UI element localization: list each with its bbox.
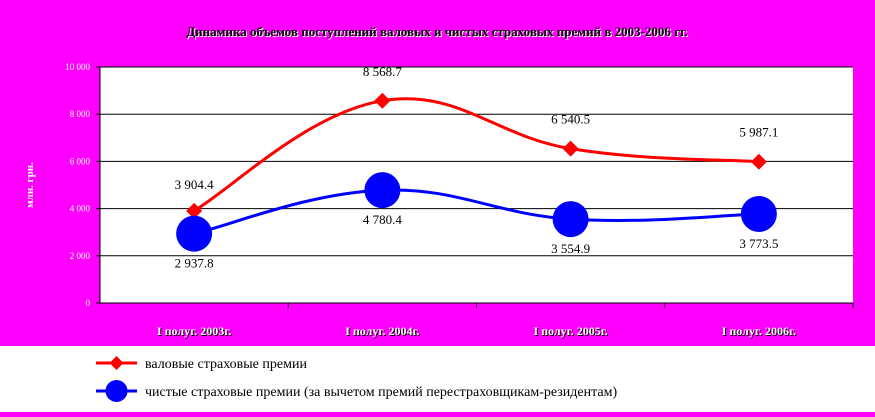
y-axis-ticks: 0 2 000 4 000 6 000 8 000 10 000 xyxy=(65,62,100,308)
x-tick-label-shadow: I полуг. 2004г. xyxy=(346,325,420,339)
plot-area xyxy=(100,67,853,303)
data-label: 8 568.7 xyxy=(363,64,403,79)
x-tick-label-shadow: I полуг. 2006г. xyxy=(723,325,797,339)
series-lines xyxy=(193,97,759,236)
data-label: 4 780.4 xyxy=(363,212,403,227)
chart-title: Динамика объемов поступлений валовых и ч… xyxy=(186,24,688,39)
y-tick-label: 4 000 xyxy=(70,204,91,214)
chart-title-shadow: Динамика объемов поступлений валовых и ч… xyxy=(187,25,689,40)
x-tick-label: I полуг. 2003г. xyxy=(157,324,231,338)
data-label: 2 937.8 xyxy=(175,256,214,271)
legend-marker-net xyxy=(105,380,128,402)
series-line-1 xyxy=(193,188,759,236)
legend-label-net: чистые страховые премии (за вычетом прем… xyxy=(145,385,617,400)
data-label: 6 540.5 xyxy=(551,112,590,127)
legend-box xyxy=(0,346,875,412)
data-label: 3 904.4 xyxy=(175,177,215,192)
x-tick-label: I полуг. 2004г. xyxy=(345,324,419,338)
y-tick-label: 0 xyxy=(86,298,91,308)
y-tick-label: 8 000 xyxy=(70,109,91,119)
legend-label-gross: валовые страховые премии xyxy=(145,357,307,372)
data-label: 3 554.9 xyxy=(551,241,590,256)
series-marker-circle xyxy=(176,215,213,252)
series-marker-circle xyxy=(552,201,589,238)
x-tick-label: I полуг. 2006г. xyxy=(722,324,796,338)
series-marker-circle xyxy=(364,172,401,209)
series-line-0 xyxy=(193,97,759,213)
data-label: 3 773.5 xyxy=(739,236,778,251)
series-marker-diamond xyxy=(186,202,203,219)
x-tick-label-shadow: I полуг. 2005г. xyxy=(534,325,608,339)
legend: валовые страховые премии чистые страховы… xyxy=(0,346,875,412)
series-markers xyxy=(176,92,777,252)
series-marker-circle xyxy=(740,195,777,232)
y-axis-label: млн. грн. xyxy=(24,162,36,208)
series-marker-diamond xyxy=(374,92,391,109)
data-label: 5 987.1 xyxy=(739,125,778,140)
y-tick-label: 2 000 xyxy=(70,251,91,261)
x-tick-label: I полуг. 2005г. xyxy=(533,324,607,338)
series-marker-diamond xyxy=(562,140,579,157)
x-tick-label-shadow: I полуг. 2003г. xyxy=(158,325,232,339)
series-marker-diamond xyxy=(750,153,767,170)
y-tick-label: 10 000 xyxy=(65,62,90,72)
x-axis-categories: I полуг. 2003г.I полуг. 2003г. I полуг. 2… xyxy=(157,303,854,339)
legend-marker-gross xyxy=(109,356,124,370)
y-tick-label: 6 000 xyxy=(70,156,91,166)
data-labels: 3 904.4 8 568.7 6 540.5 5 987.1 2 937.8 4 780… xyxy=(175,64,779,271)
